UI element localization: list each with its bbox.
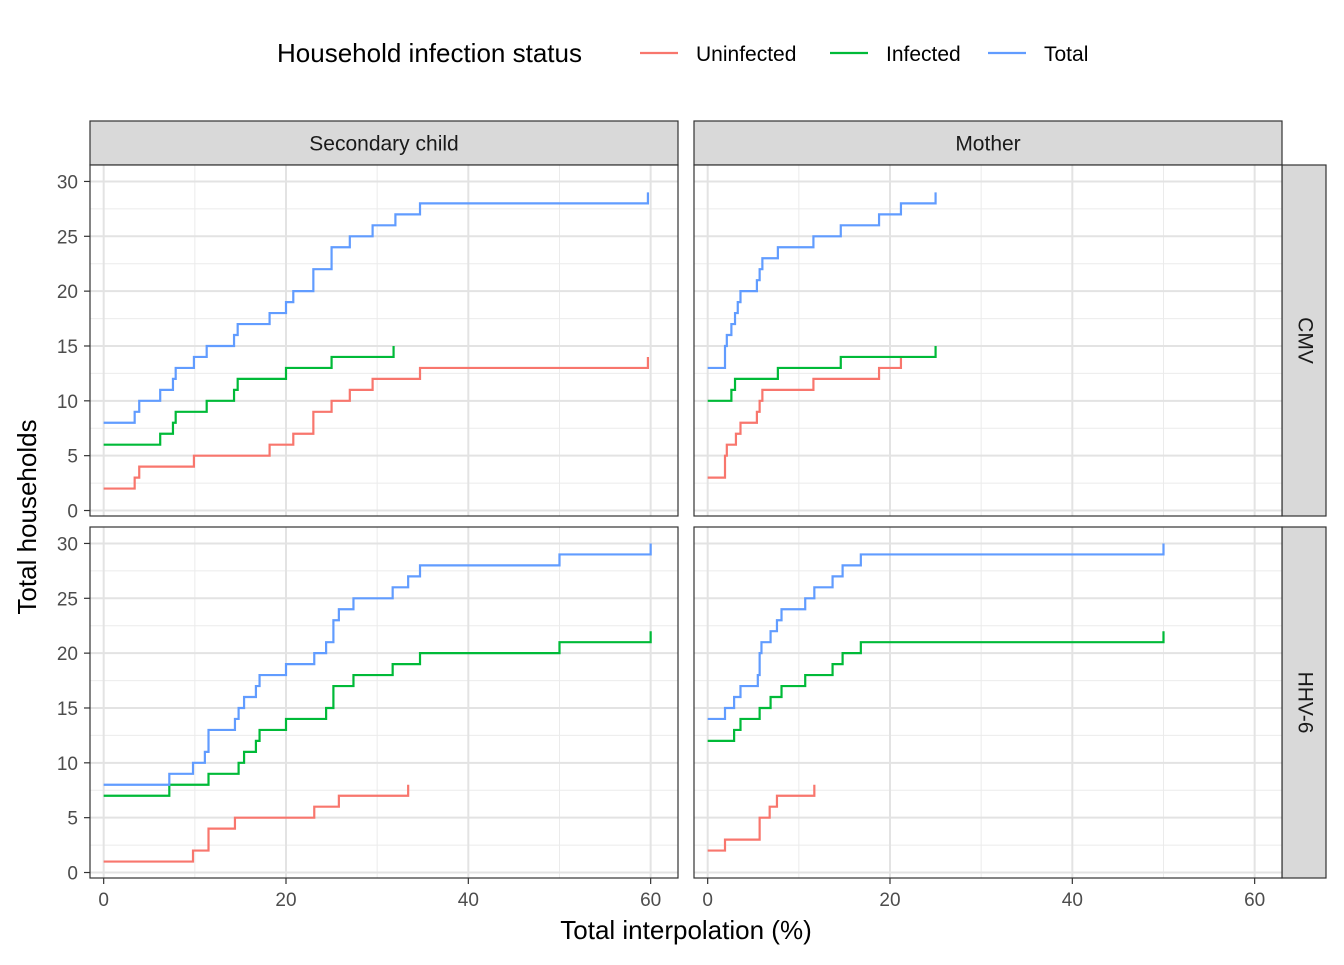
legend-entry-infected: Infected <box>830 43 961 66</box>
series-line-infected-cmv-mother <box>707 345 937 402</box>
x-tick-label: 0 <box>702 890 713 911</box>
y-tick-label: 25 <box>57 589 78 610</box>
strip-bg-mother <box>693 120 1283 166</box>
legend-label-uninfected: Uninfected <box>696 43 796 66</box>
panel-cmv-secondary-child: 0 5 10 15 20 25 30 <box>57 164 679 523</box>
y-tick-label: 15 <box>57 337 78 358</box>
y-tick-label: 20 <box>57 644 78 665</box>
series-line-infected-hhv-6-mother <box>707 631 1165 742</box>
y-tick-label: 0 <box>67 502 78 523</box>
y-tick-label: 10 <box>57 392 78 413</box>
series-line-total-cmv-secondary-child <box>103 192 650 424</box>
strip-label-mother: Mother <box>955 133 1020 156</box>
strip-label-cmv: CMV <box>1293 317 1316 364</box>
panel-border <box>693 164 1283 517</box>
legend: Household infection status Uninfected Inf… <box>277 38 1088 68</box>
panel-border <box>693 526 1283 879</box>
x-tick-label: 20 <box>275 890 296 911</box>
panel-border <box>89 526 679 879</box>
strip-hhv-6: HHV-6 <box>1281 526 1327 879</box>
strip-cmv: CMV <box>1281 164 1327 517</box>
panel-hhv-6-mother: 0 20 40 60 <box>693 526 1283 911</box>
x-tick-label: 20 <box>879 890 900 911</box>
series-line-uninfected-hhv-6-secondary-child <box>103 784 410 863</box>
series-line-infected-cmv-secondary-child <box>103 345 395 446</box>
x-axis-label: Total interpolation (%) <box>560 915 811 945</box>
y-tick-label: 5 <box>67 809 78 830</box>
legend-label-total: Total <box>1044 43 1088 66</box>
x-tick-label: 0 <box>98 890 109 911</box>
series-line-total-hhv-6-mother <box>707 543 1165 721</box>
y-tick-label: 15 <box>57 699 78 720</box>
series-line-infected-hhv-6-secondary-child <box>103 631 652 797</box>
panel-cmv-mother <box>693 164 1283 517</box>
series-line-uninfected-hhv-6-mother <box>707 784 816 852</box>
y-tick-label: 0 <box>67 864 78 885</box>
x-tick-label: 40 <box>458 890 479 911</box>
legend-title: Household infection status <box>277 38 582 68</box>
y-tick-label: 5 <box>67 447 78 468</box>
y-tick-label: 10 <box>57 754 78 775</box>
strip-label-hhv-6: HHV-6 <box>1293 672 1316 734</box>
series-line-total-cmv-mother <box>707 192 937 370</box>
panel-bg <box>694 527 1282 878</box>
legend-entry-uninfected: Uninfected <box>640 43 796 66</box>
x-tick-label: 60 <box>1244 890 1265 911</box>
panel-bg <box>90 527 678 878</box>
strip-bg-secondary-child <box>89 120 679 166</box>
panel-bg <box>694 165 1282 516</box>
panel-hhv-6-secondary-child: 0 5 10 15 20 25 30 0 20 40 60 <box>57 526 679 911</box>
x-tick-label: 40 <box>1062 890 1083 911</box>
y-tick-label: 30 <box>57 534 78 555</box>
panel-bg <box>90 165 678 516</box>
strip-bg-cmv <box>1281 164 1327 517</box>
y-tick-label: 25 <box>57 227 78 248</box>
x-tick-label: 60 <box>640 890 661 911</box>
strip-bg-hhv-6 <box>1281 526 1327 879</box>
legend-entry-total: Total <box>988 43 1088 66</box>
series-line-total-hhv-6-secondary-child <box>103 543 652 786</box>
legend-label-infected: Infected <box>886 43 961 66</box>
series-line-uninfected-cmv-secondary-child <box>103 356 650 490</box>
y-axis-label: Total households <box>12 419 42 614</box>
series-line-uninfected-cmv-mother <box>707 356 903 479</box>
strip-label-secondary-child: Secondary child <box>309 133 458 156</box>
y-tick-label: 30 <box>57 172 78 193</box>
y-tick-label: 20 <box>57 282 78 303</box>
strip-secondary-child: Secondary child <box>89 120 679 166</box>
panel-border <box>89 164 679 517</box>
strip-mother: Mother <box>693 120 1283 166</box>
